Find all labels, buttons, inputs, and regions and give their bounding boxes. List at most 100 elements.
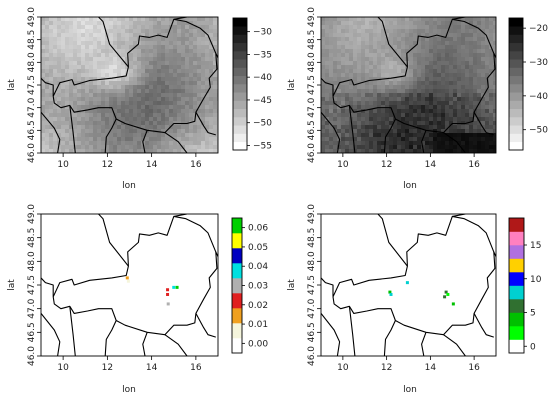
country-border <box>41 77 54 97</box>
y-tick-label: 49.0 <box>307 7 317 27</box>
grid-cell <box>166 288 170 292</box>
grid-cell <box>172 285 176 289</box>
colorbar-swatch <box>232 263 242 279</box>
y-tick-label: 49.0 <box>27 7 37 27</box>
x-tick-label: 10 <box>57 363 69 373</box>
country-border <box>195 313 216 338</box>
colorbar-swatch <box>509 18 523 27</box>
country-border <box>104 320 117 356</box>
heatmap-field <box>321 17 496 153</box>
y-tick-label: 46.0 <box>307 346 317 366</box>
colorbar-swatch <box>233 42 247 52</box>
heatmap-field <box>321 214 496 356</box>
colorbar-swatch <box>509 272 524 286</box>
colorbar-tick-label: 0.01 <box>248 320 268 330</box>
colorbar-swatch <box>233 117 247 126</box>
map-panel-3: 10 12 14 16 46.0 46.5 47.0 47.5 48.0 48.5 49.0 lon l… <box>7 204 268 395</box>
country-border <box>41 111 61 153</box>
colorbar-swatch <box>509 100 523 110</box>
colorbar-swatch <box>509 258 524 273</box>
colorbar-swatch <box>233 141 247 151</box>
colorbar-tick-label: 0.06 <box>248 224 268 234</box>
y-tick-label: 46.5 <box>27 120 37 140</box>
heatmap-field <box>41 17 218 153</box>
y-tick-label: 46.0 <box>307 143 317 163</box>
y-tick-label: 47.5 <box>27 275 37 295</box>
y-tick-label: 49.0 <box>27 204 37 224</box>
y-tick-label: 48.5 <box>307 228 317 248</box>
country-border <box>443 132 466 153</box>
country-border <box>383 118 396 153</box>
x-axis-label: lon <box>403 385 417 395</box>
colorbar-swatch <box>509 75 523 85</box>
country-border <box>69 306 76 356</box>
colorbar-swatch <box>509 117 523 126</box>
colorbar-tick-label: −35 <box>253 50 272 60</box>
colorbar-tick-label: −45 <box>253 96 272 106</box>
x-tick-label: 12 <box>102 363 113 373</box>
country-border <box>321 313 341 356</box>
x-tick-label: 14 <box>146 363 158 373</box>
y-tick-label: 47.0 <box>27 298 37 318</box>
colorbar-tick-label: 0.02 <box>248 301 268 311</box>
y-tick-label: 46.0 <box>27 143 37 163</box>
country-border <box>195 111 216 136</box>
x-tick-label: 16 <box>468 160 480 170</box>
y-tick-label: 46.5 <box>307 120 317 140</box>
colorbar-swatch <box>509 312 524 327</box>
country-border <box>473 313 494 338</box>
country-border <box>98 214 129 267</box>
colorbar-swatch <box>233 34 247 44</box>
y-tick-label: 48.5 <box>27 30 37 50</box>
colorbar-tick-label: 10 <box>530 275 542 285</box>
colorbar-tick-label: 0.03 <box>248 282 268 292</box>
country-border <box>473 111 494 136</box>
colorbar-swatch <box>233 108 247 118</box>
y-tick-label: 48.0 <box>307 251 317 271</box>
country-border <box>377 17 408 68</box>
colorbar-swatch <box>509 141 523 151</box>
colorbar-swatch <box>509 51 523 60</box>
colorbar-swatch <box>233 92 247 101</box>
colorbar-swatch <box>509 326 524 340</box>
grid-cell <box>388 290 392 294</box>
country-border <box>421 130 427 153</box>
colorbar-swatch <box>509 285 524 300</box>
y-tick-label: 46.5 <box>27 322 37 342</box>
x-tick-label: 14 <box>425 363 437 373</box>
country-border <box>332 18 496 134</box>
x-axis-label: lon <box>122 181 136 191</box>
colorbar-swatch <box>233 133 247 143</box>
colorbar-swatch <box>232 278 242 294</box>
colorbar-swatch <box>233 67 247 77</box>
x-tick-label: 10 <box>337 160 349 170</box>
colorbar-swatch <box>233 59 247 68</box>
country-border <box>348 306 356 356</box>
grid-cell <box>166 302 170 306</box>
colorbar-swatch <box>233 26 247 35</box>
x-tick-label: 14 <box>425 160 437 170</box>
grid-cell <box>405 281 409 285</box>
colorbar-swatch <box>509 84 523 93</box>
colorbar-swatch <box>232 338 242 354</box>
y-axis-label: lat <box>7 79 17 91</box>
country-border <box>321 277 334 297</box>
country-border <box>41 277 54 297</box>
colorbar-swatch <box>509 245 524 259</box>
colorbar-swatch <box>509 59 523 68</box>
colorbar-swatch <box>509 42 523 52</box>
grid-cell <box>451 302 455 306</box>
colorbar-swatch <box>233 100 247 110</box>
colorbar-swatch <box>509 108 523 118</box>
y-tick-label: 48.0 <box>27 251 37 271</box>
colorbar-tick-label: 0.04 <box>248 262 268 272</box>
colorbar-swatch <box>509 231 524 246</box>
colorbar-swatch <box>509 125 523 134</box>
country-border <box>383 320 396 356</box>
colorbar: 0.06 0.05 0.04 0.03 0.02 0.01 0.00 <box>231 217 268 354</box>
colorbar-swatch <box>509 26 523 35</box>
x-tick-label: 12 <box>381 363 392 373</box>
colorbar-swatch <box>232 323 242 339</box>
y-tick-label: 48.5 <box>307 30 317 50</box>
